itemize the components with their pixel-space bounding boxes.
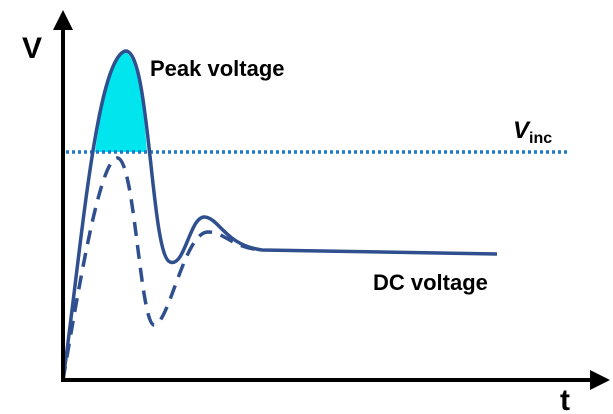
threshold-label: Vinc [513, 117, 552, 147]
voltage-curve [61, 49, 498, 381]
threshold-subscript: inc [529, 130, 552, 147]
peak-label: Peak voltage [150, 56, 285, 81]
x-axis-label: t [560, 384, 570, 414]
y-axis-label: V [22, 32, 42, 65]
threshold-symbol: V [513, 117, 531, 144]
dc-curve [61, 156, 263, 381]
dc-label: DC voltage [373, 270, 488, 295]
peak-area [95, 51, 147, 152]
